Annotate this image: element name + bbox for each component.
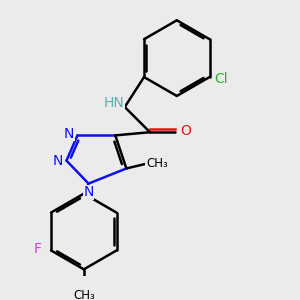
Text: CH₃: CH₃ <box>73 289 95 300</box>
Text: N: N <box>83 185 94 200</box>
Text: N: N <box>64 127 74 141</box>
Text: Cl: Cl <box>215 72 228 86</box>
Text: CH₃: CH₃ <box>146 157 168 170</box>
Text: F: F <box>34 242 42 256</box>
Text: HN: HN <box>103 96 124 110</box>
Text: N: N <box>52 154 63 168</box>
Text: O: O <box>180 124 191 138</box>
